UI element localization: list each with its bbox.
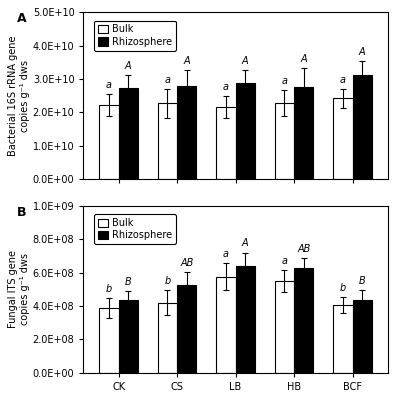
Y-axis label: Fungal ITS gene
copies g⁻¹ dws: Fungal ITS gene copies g⁻¹ dws — [8, 250, 30, 328]
Bar — [216, 107, 236, 179]
Bar — [352, 300, 372, 373]
Text: B: B — [125, 277, 131, 287]
Bar — [236, 83, 255, 179]
Text: AB: AB — [180, 258, 193, 268]
Text: a: a — [340, 75, 346, 85]
Text: A: A — [183, 56, 190, 66]
Text: b: b — [340, 283, 346, 293]
Bar — [99, 105, 118, 179]
Text: a: a — [282, 256, 287, 266]
Bar — [158, 302, 177, 373]
Text: b: b — [164, 276, 171, 286]
Bar — [118, 300, 138, 373]
Bar — [275, 281, 294, 373]
Text: A: A — [359, 47, 366, 57]
Bar — [352, 75, 372, 179]
Text: AB: AB — [297, 244, 310, 254]
Bar — [236, 266, 255, 373]
Text: A: A — [301, 54, 307, 64]
Text: b: b — [106, 284, 112, 294]
Bar — [177, 86, 196, 179]
Text: A: A — [17, 12, 26, 25]
Text: a: a — [164, 75, 170, 85]
Text: A: A — [242, 238, 249, 248]
Bar — [216, 277, 236, 373]
Bar — [294, 88, 313, 179]
Text: a: a — [223, 249, 229, 259]
Bar — [99, 308, 118, 373]
Bar — [177, 285, 196, 373]
Text: A: A — [125, 61, 131, 71]
Bar — [333, 98, 352, 179]
Bar — [158, 104, 177, 179]
Text: B: B — [359, 276, 366, 286]
Legend: Bulk, Rhizosphere: Bulk, Rhizosphere — [94, 20, 176, 51]
Bar — [118, 88, 138, 179]
Text: B: B — [17, 206, 26, 219]
Bar — [275, 103, 294, 179]
Text: A: A — [242, 56, 249, 66]
Text: a: a — [223, 82, 229, 92]
Bar — [333, 305, 352, 373]
Text: a: a — [282, 76, 287, 86]
Text: a: a — [106, 80, 112, 90]
Y-axis label: Bacterial 16S rRNA gene
copies g⁻¹ dws: Bacterial 16S rRNA gene copies g⁻¹ dws — [8, 36, 30, 156]
Bar — [294, 268, 313, 373]
Legend: Bulk, Rhizosphere: Bulk, Rhizosphere — [94, 214, 176, 244]
